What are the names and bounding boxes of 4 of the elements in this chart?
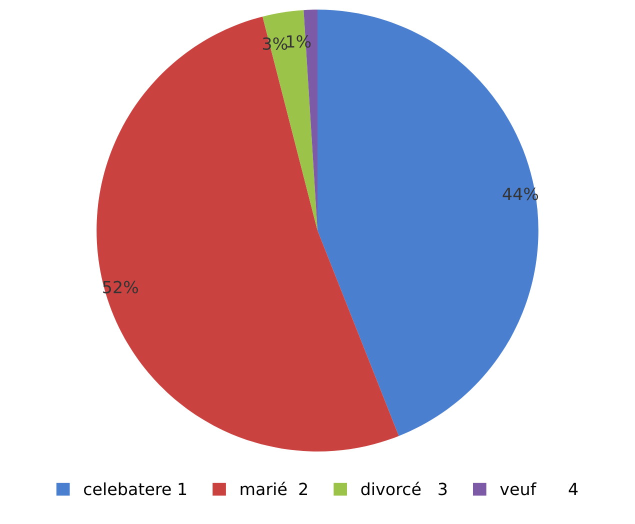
legend-label: celebatere 1 [84,482,186,496]
legend-label: divorcé 3 [361,482,447,496]
legend-label: veuf 4 [500,482,578,496]
legend-label: marié 2 [240,482,307,496]
